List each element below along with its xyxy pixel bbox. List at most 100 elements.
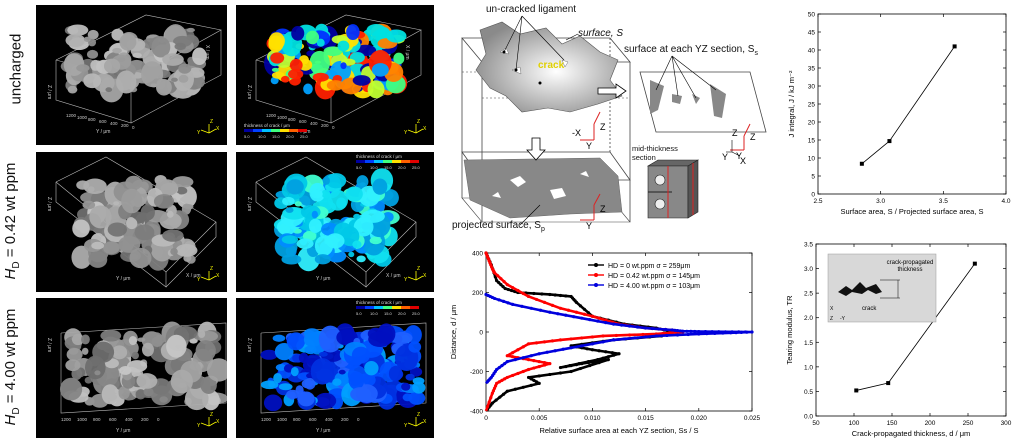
data-point: [513, 289, 517, 294]
x-tick-label: 200: [925, 420, 936, 427]
data-point: [491, 389, 496, 393]
y-tick-label: 5: [811, 174, 815, 181]
data-point: [601, 340, 605, 344]
data-point: [509, 288, 514, 293]
colorbar-tick: 20.0: [398, 165, 407, 170]
svg-text:X: X: [423, 273, 427, 279]
colorbar-segment: [401, 160, 410, 163]
data-point: [495, 381, 499, 385]
svg-text:400: 400: [310, 121, 318, 126]
data-point: [578, 366, 583, 371]
data-point: [586, 361, 591, 365]
y-tick-label: 0.0: [804, 414, 813, 421]
ct-axis-z: Z: [732, 128, 738, 138]
data-point: [590, 342, 594, 346]
colorbar-tick: 25.0: [412, 311, 421, 316]
data-point: [723, 330, 727, 334]
data-point: [564, 294, 568, 298]
data-point: [600, 359, 604, 363]
inset-title: thickness: [897, 267, 922, 273]
y-tick-label: 45: [808, 30, 816, 37]
data-point: [511, 373, 515, 378]
data-point: [505, 283, 509, 287]
data-point: [503, 286, 507, 291]
data-point: [717, 330, 721, 334]
data-point: [580, 362, 584, 366]
x-tick-label: 2.5: [813, 198, 822, 205]
y-tick-label: -400: [470, 409, 483, 416]
legend-marker: [594, 263, 598, 267]
data-point: [497, 380, 501, 384]
svg-text:X / μm: X / μm: [404, 45, 410, 60]
schematic-axis-y2: Y: [586, 221, 592, 231]
data-point: [529, 377, 533, 381]
data-point: [636, 325, 640, 329]
colorbar-segment: [401, 306, 410, 309]
svg-text:200: 200: [141, 417, 149, 422]
svg-text:400: 400: [125, 417, 133, 422]
data-point: [670, 328, 674, 332]
colorbar-segment: [244, 129, 253, 132]
data-point: [498, 395, 502, 399]
data-point: [506, 301, 510, 305]
data-point: [685, 329, 689, 333]
data-point: [526, 367, 531, 372]
data-point: [505, 389, 509, 393]
data-point: [511, 351, 515, 355]
schematic: -X Y Z Y Z Y Z Z Y X un-cracked ligament…: [450, 0, 780, 235]
data-point: [534, 380, 539, 384]
y-tick-label: 1.5: [804, 340, 813, 347]
colorbar-segment: [365, 306, 374, 309]
svg-text:0: 0: [357, 417, 360, 422]
data-point: [697, 330, 701, 334]
colorbar-segment: [356, 306, 365, 309]
chart-j-integral: 2.5 3.0 3.5 4.0 0 5 10 15 20 25 30 35 40 45 50 Surface …: [780, 0, 1015, 225]
svg-text:400: 400: [325, 417, 333, 422]
y-tick-label: 15: [808, 138, 816, 145]
y-tick-label: 25: [808, 102, 816, 109]
data-point: [604, 350, 608, 354]
data-point: [673, 328, 677, 332]
colorbar-segment: [383, 160, 392, 163]
data-point: [564, 313, 568, 317]
colorbar-segment: [392, 306, 401, 309]
svg-text:Z: Z: [417, 412, 420, 418]
data-point: [511, 285, 515, 290]
data-point: [505, 354, 509, 358]
colorbar-tick: 15.0: [384, 165, 393, 170]
colorbar-segment: [280, 129, 289, 132]
data-point: [569, 346, 573, 350]
data-point: [516, 371, 520, 376]
data-point: [516, 288, 520, 293]
x-tick-label: 3.5: [939, 198, 948, 205]
legend-entry: HD = 0.42 wt.ppm σ = 145μm: [608, 273, 700, 280]
data-point: [542, 361, 547, 365]
data-point: [739, 330, 743, 334]
colorbar-title: thickness of crack / μm: [356, 154, 402, 159]
data-point: [532, 366, 536, 370]
data-point: [574, 310, 579, 314]
data-point: [693, 329, 697, 334]
svg-text:800: 800: [88, 117, 96, 122]
data-point: [495, 279, 499, 283]
row-label-400: HD = 4.00 wt ppm: [2, 308, 22, 426]
render-042-gray: Y / μm X / μm Z / μm Y X Z: [36, 152, 227, 292]
y-axis-label: Distance, d / μm: [449, 305, 458, 359]
data-point: [612, 353, 616, 357]
data-point: [545, 350, 549, 354]
y-tick-label: 0.5: [804, 389, 813, 396]
data-point: [678, 329, 682, 333]
y-tick-label: 400: [472, 251, 483, 258]
data-point: [601, 334, 605, 338]
y-tick-label: 1.0: [804, 364, 813, 371]
data-point: [580, 336, 584, 340]
y-tick-label: 20: [808, 120, 816, 127]
label-surface-yz: surface at each YZ section, Ss: [624, 44, 758, 57]
colorbar-title: thickness of crack / μm: [244, 123, 290, 128]
data-point: [582, 307, 587, 311]
svg-text:Y: Y: [404, 130, 408, 136]
data-point: [505, 360, 509, 364]
legend-entry: HD = 4.00 wt.ppm σ = 103μm: [608, 283, 700, 290]
